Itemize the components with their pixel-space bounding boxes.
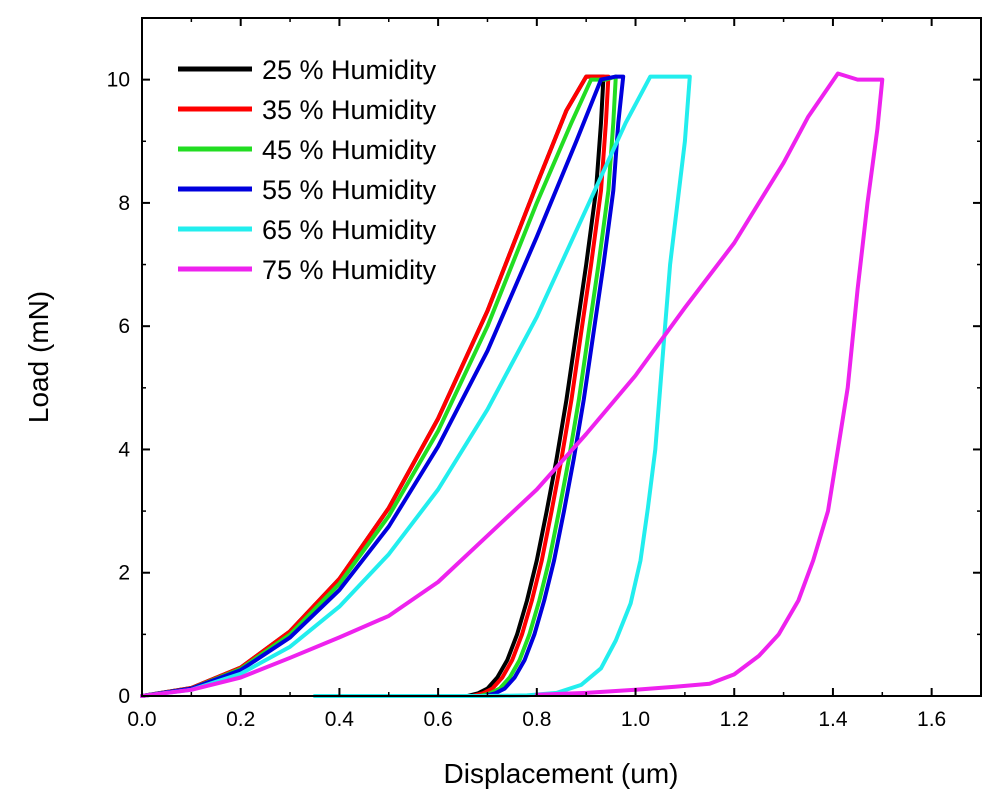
x-tick-label: 0.0: [127, 708, 156, 731]
y-tick-label: 4: [118, 438, 130, 461]
x-tick-label: 0.4: [325, 708, 355, 731]
series-line-55-humidity: [140, 74, 626, 698]
ticks-layer: 0.0 0.2 0.4 0.6 0.8 1.0 1.2 1.4 1.6 0 2 4 6 8 10: [107, 18, 982, 731]
x-tick-label: 0.6: [424, 708, 453, 731]
y-tick-label: 10: [107, 69, 130, 92]
x-tick-label: 0.2: [226, 708, 255, 731]
y-tick-label: 6: [118, 315, 130, 338]
legend-label: 35 % Humidity: [262, 95, 437, 125]
series-line-35-humidity: [140, 74, 611, 698]
y-tick-label: 0: [118, 685, 130, 708]
legend: 25 % Humidity 35 % Humidity 45 % Humidity 5…: [178, 55, 437, 285]
plot-frame: [141, 17, 982, 697]
x-tick-label: 1.0: [621, 708, 650, 731]
legend-label: 75 % Humidity: [262, 255, 437, 285]
y-tick-label: 2: [118, 562, 130, 585]
y-axis-title: Load (mN): [23, 291, 54, 423]
legend-label: 55 % Humidity: [262, 175, 437, 205]
legend-label: 65 % Humidity: [262, 215, 437, 245]
legend-label: 25 % Humidity: [262, 55, 437, 85]
series-line-45-humidity: [140, 74, 618, 698]
legend-label: 45 % Humidity: [262, 135, 437, 165]
x-tick-label: 1.2: [720, 708, 749, 731]
x-tick-label: 0.8: [522, 708, 551, 731]
x-tick-label: 1.4: [818, 708, 848, 731]
x-tick-label: 1.6: [917, 708, 946, 731]
y-tick-label: 8: [118, 192, 130, 215]
series-line-75-humidity: [140, 71, 885, 698]
series-line-65-humidity: [140, 74, 692, 698]
series-layer: [140, 71, 885, 698]
x-axis-title: Displacement (um): [444, 758, 679, 789]
